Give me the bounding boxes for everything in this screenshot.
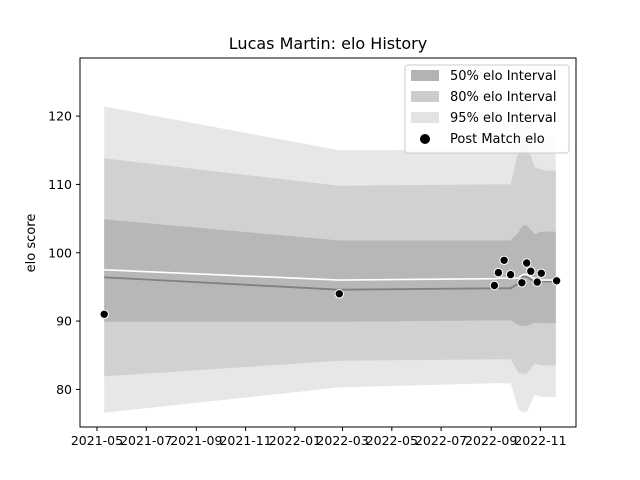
y-axis-ticks: 80 90 100 110 120 <box>48 109 80 397</box>
legend: 50% elo Interval 80% elo Interval 95% el… <box>404 64 570 154</box>
post-match-point <box>551 276 562 286</box>
legend-swatch-95 <box>411 112 439 123</box>
plot-frame <box>79 57 577 428</box>
y-tick-label: 100 <box>48 245 72 260</box>
post-match-point <box>489 280 500 291</box>
post-match-point <box>532 277 542 287</box>
y-tick-label: 110 <box>48 177 72 192</box>
legend-label-50: 50% elo Interval <box>450 69 557 84</box>
y-tick-label: 90 <box>56 314 72 329</box>
post-match-point <box>505 269 516 280</box>
y-tick-label: 120 <box>48 109 72 124</box>
post-match-point <box>526 266 536 276</box>
x-tick-label: 2022-01 <box>269 433 321 448</box>
post-match-points <box>99 255 562 319</box>
x-tick-label: 2021-11 <box>219 433 271 448</box>
y-axis-label: elo score <box>24 214 39 273</box>
x-tick-label: 2021-09 <box>170 433 222 448</box>
legend-label-post-match: Post Match elo <box>450 132 545 147</box>
post-match-point <box>522 258 532 268</box>
x-tick-label: 2022-03 <box>316 433 368 448</box>
mean-line <box>104 269 556 281</box>
legend-marker-post-match <box>420 134 430 144</box>
x-tick-label: 2022-05 <box>366 433 418 448</box>
legend-swatch-80 <box>411 91 439 102</box>
legend-box <box>404 64 570 154</box>
legend-label-95: 95% elo Interval <box>450 111 557 126</box>
legend-swatch-50 <box>411 70 439 81</box>
post-match-point <box>499 255 509 265</box>
post-match-point <box>493 267 504 278</box>
post-match-point <box>334 289 344 299</box>
x-tick-label: 2022-07 <box>415 433 467 448</box>
x-tick-label: 2021-07 <box>120 433 172 448</box>
y-tick-label: 80 <box>56 382 72 397</box>
x-tick-label: 2022-11 <box>514 433 566 448</box>
post-match-point <box>536 268 546 278</box>
legend-label-80: 80% elo Interval <box>450 90 557 105</box>
band-50 <box>104 219 556 326</box>
x-tick-label: 2022-09 <box>465 433 517 448</box>
x-tick-label: 2021-05 <box>71 433 123 448</box>
x-axis-ticks: 2021-052021-072021-092021-112022-012022-… <box>71 427 567 448</box>
chart-title: Lucas Martin: elo History <box>229 34 427 53</box>
interval-bands <box>104 99 556 413</box>
post-match-point <box>99 309 109 319</box>
post-match-point <box>517 278 527 288</box>
